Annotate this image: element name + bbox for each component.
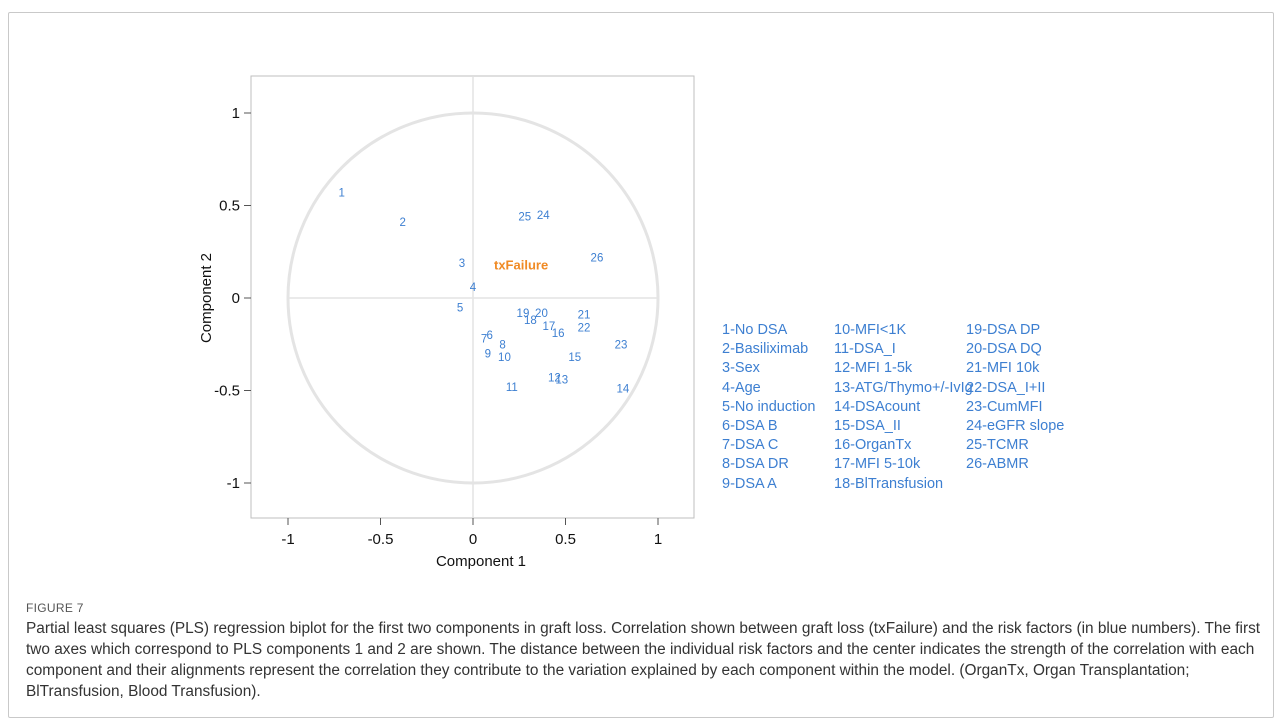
point-label-14: 14 [616,384,629,396]
y-tick-label: 0.5 [219,198,240,215]
point-label-20: 20 [535,308,548,320]
x-tick-label: 0 [469,531,477,548]
point-label-7: 7 [481,334,487,346]
point-label-3: 3 [459,258,465,270]
point-label-15: 15 [568,352,581,364]
legend-entry: 5-No induction [722,398,816,415]
point-label-19: 19 [517,308,530,320]
legend-entry: 17-MFI 5-10k [834,456,921,473]
point-label-12: 12 [548,373,561,385]
legend-entry: 24-eGFR slope [966,418,1065,435]
legend-column-2: 10-MFI<1K 11-DSA_I 12-MFI 1-5k 13-ATG/Thymo… [834,321,973,494]
x-axis-label: Component 1 [436,553,526,570]
y-tick-label: 1 [232,105,240,122]
legend-entry: 25-TCMR [966,437,1029,454]
legend-entry: 9-DSA A [722,475,777,492]
legend-entry: 1-No DSA [722,322,788,338]
x-tick-label: 0.5 [555,531,576,548]
y-tick-label: -1 [227,475,240,492]
legend-entry: 4-Age [722,379,761,396]
x-tick-label: -0.5 [368,531,394,548]
x-tick-label: 1 [654,531,662,548]
legend-entry: 14-DSAcount [834,398,921,415]
legend-entry: 15-DSA_II [834,418,901,435]
legend-entry: 21-MFI 10k [966,360,1040,377]
legend-entry: 23-CumMFI [966,398,1043,415]
legend-entry: 2-Basiliximab [722,341,809,358]
point-label-1: 1 [338,188,344,200]
figure-frame [8,12,1274,718]
point-label-24: 24 [537,210,550,222]
y-axis-label: Component 2 [198,253,215,343]
legend-entry: 8-DSA DR [722,456,789,473]
legend-entry: 6-DSA B [722,418,778,435]
response-label-txfailure: txFailure [494,258,548,273]
point-label-16: 16 [552,328,565,340]
point-label-10: 10 [498,352,511,364]
legend-entry: 19-DSA DP [966,322,1041,338]
point-label-6: 6 [486,330,492,342]
point-label-26: 26 [591,252,604,264]
point-label-11: 11 [506,382,518,394]
y-tick-label: -0.5 [214,383,240,400]
legend-entry: 12-MFI 1-5k [834,360,913,377]
legend-entry: 20-DSA DQ [966,341,1042,358]
legend-entry: 18-BlTransfusion [834,475,944,492]
legend-entry: 22-DSA_I+II [966,379,1046,396]
legend-entry: 11-DSA_I [834,341,896,358]
figure-label: FIGURE 7 [26,601,84,615]
point-label-2: 2 [399,217,405,229]
legend-entry: 13-ATG/Thymo+/-IvIg [834,379,973,396]
point-label-4: 4 [470,282,477,294]
point-label-18: 18 [524,315,537,327]
point-label-21: 21 [578,310,591,322]
x-tick-label: -1 [281,531,294,548]
legend-column-3: 19-DSA DP 20-DSA DQ 21-MFI 10k 22-DSA_I+II 2… [966,321,1064,475]
y-tick-label: 0 [232,290,240,307]
legend-column-1: 1-No DSA 2-Basiliximab 3-Sex 4-Age 5-No indu… [722,321,816,494]
point-label-17: 17 [542,321,555,333]
point-label-25: 25 [518,212,531,224]
legend-entry: 3-Sex [722,360,760,377]
legend-entry: 26-ABMR [966,456,1029,473]
point-label-5: 5 [457,302,463,314]
point-label-9: 9 [485,349,491,361]
legend-entry: 10-MFI<1K [834,322,907,338]
point-label-8: 8 [499,339,505,351]
figure-caption: Partial least squares (PLS) regression b… [26,620,1261,700]
legend-entry: 7-DSA C [722,437,779,454]
legend-entry: 16-OrganTx [834,437,912,454]
point-label-23: 23 [615,339,628,351]
point-label-13: 13 [555,374,568,386]
point-label-22: 22 [578,323,591,335]
